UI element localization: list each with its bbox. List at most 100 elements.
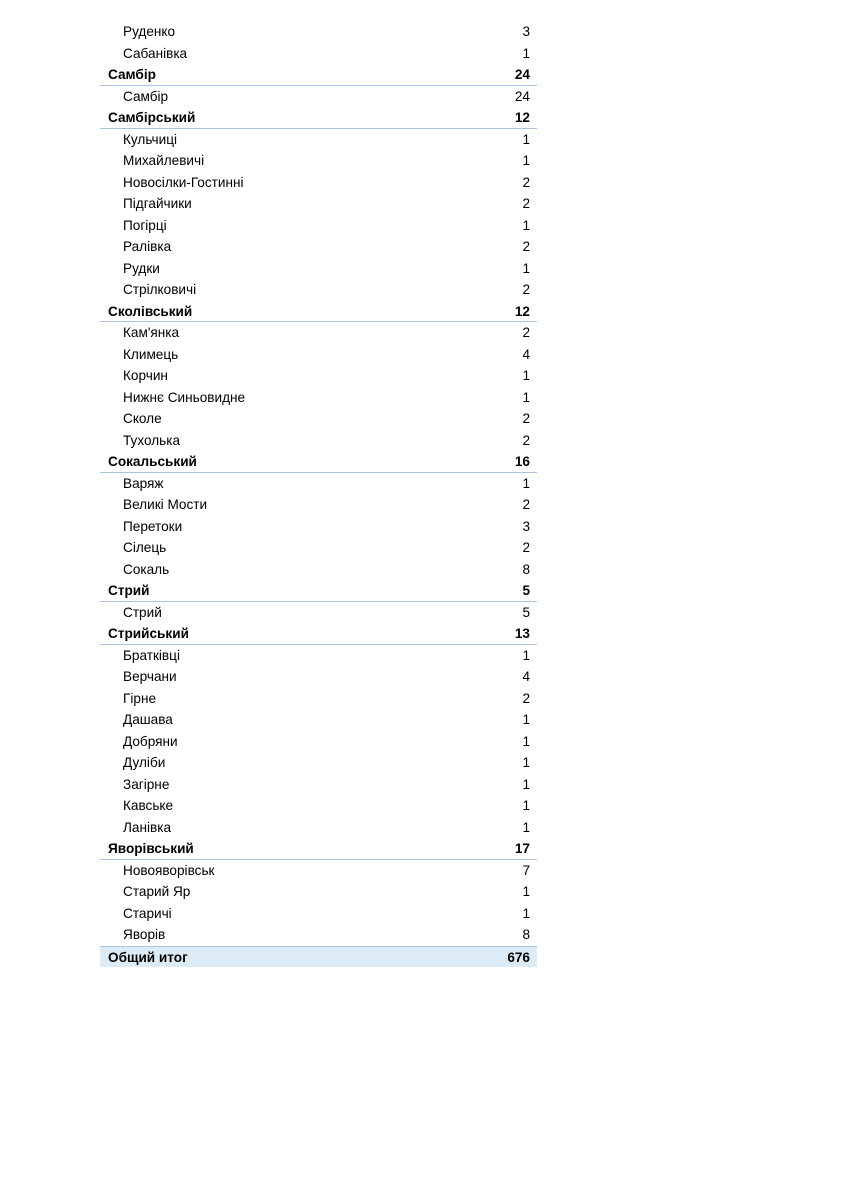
row-label: Новояворівськ: [123, 862, 215, 878]
table-row: Старичі 1: [100, 903, 537, 925]
row-label: Кавське: [123, 798, 174, 813]
row-value: 1: [522, 819, 530, 835]
group-row: Сколівський 12: [100, 301, 537, 322]
row-label: Старий Яр: [123, 884, 191, 899]
row-value: 2: [522, 690, 530, 706]
table-row: Новосілки-Гостинні 2: [100, 172, 537, 194]
table-row: Сколе 2: [100, 408, 537, 430]
table-row: Новояворівськ 7: [100, 860, 537, 882]
row-label: Стрілковичі: [123, 282, 197, 297]
row-label: Самбір: [108, 67, 156, 82]
row-value: 2: [522, 325, 530, 340]
row-value: 676: [507, 949, 530, 965]
group-row: Самбір 24: [100, 64, 537, 86]
group-row: Сокальський 16: [100, 451, 537, 473]
row-label: Загірне: [123, 776, 170, 792]
row-label: Ланівка: [123, 819, 172, 835]
row-label: Братківці: [123, 647, 180, 663]
row-label: Яворівський: [108, 841, 194, 856]
row-value: 2: [522, 497, 530, 512]
row-label: Кульчиці: [123, 131, 178, 147]
row-value: 8: [522, 927, 530, 942]
row-label: Сколівський: [108, 303, 193, 319]
row-label: Підгайчики: [123, 196, 192, 211]
row-value: 1: [522, 884, 530, 899]
table-row: Стрий 5: [100, 602, 537, 624]
row-label: Общий итог: [108, 949, 188, 965]
row-label: Сабанівка: [123, 45, 188, 61]
row-label: Верчани: [123, 669, 177, 684]
row-label: Стрийський: [108, 626, 189, 641]
table-row: Климець 4: [100, 344, 537, 366]
row-value: 2: [522, 411, 530, 426]
row-value: 1: [522, 217, 530, 233]
table-row: Гірне 2: [100, 688, 537, 710]
table-row: Добряни 1: [100, 731, 537, 753]
row-label: Старичі: [123, 905, 172, 921]
row-value: 1: [522, 905, 530, 921]
row-value: 1: [522, 733, 530, 749]
row-label: Дашава: [123, 712, 173, 727]
row-value: 1: [522, 368, 530, 383]
row-label: Кам'янка: [123, 325, 180, 340]
table-row: Сілець 2: [100, 537, 537, 559]
row-value: 2: [522, 174, 530, 190]
row-value: 1: [522, 45, 530, 61]
row-label: Яворів: [123, 927, 166, 942]
table-row: Підгайчики 2: [100, 193, 537, 215]
row-value: 7: [522, 862, 530, 878]
row-label: Дуліби: [123, 755, 166, 770]
row-value: 4: [522, 669, 530, 684]
row-value: 12: [514, 303, 530, 319]
table-row: Ланівка 1: [100, 817, 537, 839]
row-value: 2: [522, 239, 530, 254]
row-value: 12: [514, 110, 530, 125]
row-value: 4: [522, 346, 530, 362]
row-value: 1: [522, 389, 530, 405]
row-value: 5: [522, 604, 530, 620]
row-label: Рудки: [123, 260, 160, 276]
table-row: Старий Яр 1: [100, 881, 537, 903]
row-label: Сколе: [123, 411, 162, 426]
row-label: Тухолька: [123, 432, 181, 448]
table-row: Корчин 1: [100, 365, 537, 387]
row-value: 8: [522, 561, 530, 577]
row-value: 3: [522, 24, 530, 39]
table-row: Яворів 8: [100, 924, 537, 946]
table-row: Верчани 4: [100, 666, 537, 688]
row-label: Ралівка: [123, 239, 172, 254]
table-row: Кам'янка 2: [100, 322, 537, 344]
table-row: Самбір 24: [100, 86, 537, 108]
row-value: 16: [514, 454, 530, 469]
row-label: Сокаль: [123, 561, 170, 577]
row-value: 1: [522, 776, 530, 792]
group-row: Стрийський 13: [100, 623, 537, 645]
table-row: Тухолька 2: [100, 430, 537, 452]
row-value: 2: [522, 196, 530, 211]
group-row: Самбірський 12: [100, 107, 537, 129]
row-label: Самбір: [123, 88, 169, 104]
row-value: 24: [514, 67, 530, 82]
row-value: 1: [522, 475, 530, 491]
row-value: 1: [522, 712, 530, 727]
table-row: Кавське 1: [100, 795, 537, 817]
table-row: Рудки 1: [100, 258, 537, 280]
row-value: 17: [514, 841, 530, 856]
row-value: 2: [522, 540, 530, 555]
table-row: Михайлевичі 1: [100, 150, 537, 172]
table-row: Руденко 3: [100, 21, 537, 43]
row-label: Климець: [123, 346, 179, 362]
row-value: 3: [522, 518, 530, 534]
table-row: Нижнє Синьовидне 1: [100, 387, 537, 409]
table-row: Сокаль 8: [100, 559, 537, 581]
row-label: Нижнє Синьовидне: [123, 389, 246, 405]
row-label: Сокальський: [108, 454, 197, 469]
row-value: 1: [522, 798, 530, 813]
row-label: Корчин: [123, 368, 168, 383]
row-label: Самбірський: [108, 110, 196, 125]
table-row: Дуліби 1: [100, 752, 537, 774]
row-value: 24: [514, 88, 530, 104]
row-label: Великі Мости: [123, 497, 208, 512]
row-label: Стрий: [123, 604, 162, 620]
row-label: Новосілки-Гостинні: [123, 174, 244, 190]
